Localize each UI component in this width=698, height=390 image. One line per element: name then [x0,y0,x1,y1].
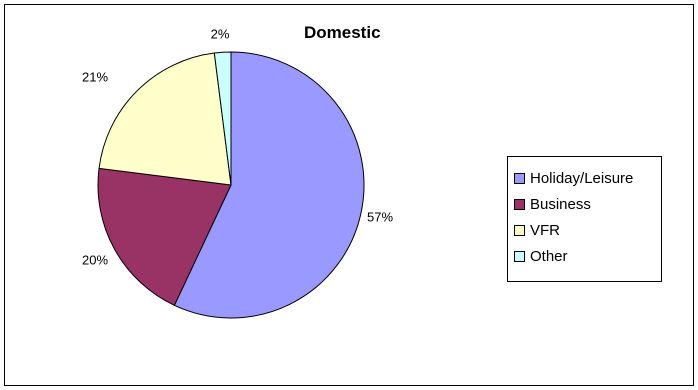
data-label-other: 2% [210,26,230,42]
legend-item-holiday-leisure: Holiday/Leisure [514,165,661,191]
chart-title: Domestic [304,23,381,42]
data-label-holiday-leisure: 57% [366,209,394,225]
slice-business [97,167,232,307]
legend-swatch-other [514,250,525,262]
legend-swatch-vfr [514,224,525,236]
legend-label-holiday-leisure: Holiday/Leisure [530,169,634,187]
data-label-vfr: 21% [81,69,109,85]
legend-swatch-business [514,198,525,210]
legend-item-business: Business [514,191,661,217]
legend-label-business: Business [530,195,591,213]
data-label-business: 20% [81,252,109,268]
legend-item-other: Other [514,243,661,269]
legend-label-vfr: VFR [530,221,560,239]
legend-label-other: Other [530,247,568,265]
legend: Holiday/Leisure Business VFR Other [507,156,662,282]
slice-holiday-leisure [173,51,365,319]
legend-item-vfr: VFR [514,217,661,243]
slice-vfr [98,52,232,186]
slice-other [213,51,232,186]
legend-swatch-holiday-leisure [514,172,525,184]
